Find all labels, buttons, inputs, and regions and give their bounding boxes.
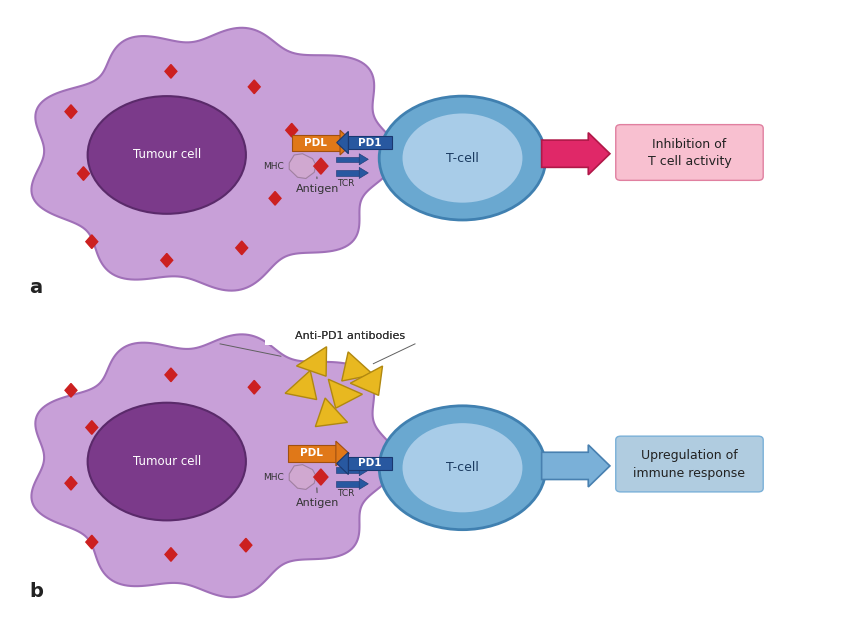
Text: Antigen: Antigen xyxy=(296,488,339,508)
Polygon shape xyxy=(360,465,368,476)
Text: Inhibition of: Inhibition of xyxy=(652,138,727,151)
Polygon shape xyxy=(235,241,247,255)
Circle shape xyxy=(379,96,546,220)
Polygon shape xyxy=(314,469,328,485)
Polygon shape xyxy=(165,64,177,78)
Polygon shape xyxy=(337,131,348,154)
FancyBboxPatch shape xyxy=(615,125,763,180)
Bar xyxy=(336,170,360,176)
Bar xyxy=(287,446,336,461)
Polygon shape xyxy=(86,421,98,434)
Polygon shape xyxy=(350,366,382,396)
FancyBboxPatch shape xyxy=(265,327,435,345)
Polygon shape xyxy=(161,253,173,267)
Bar xyxy=(336,157,360,162)
Polygon shape xyxy=(65,105,77,118)
Polygon shape xyxy=(65,477,77,490)
Bar xyxy=(348,136,392,149)
Polygon shape xyxy=(86,535,98,549)
Text: Tumour cell: Tumour cell xyxy=(133,149,201,161)
Text: MHC: MHC xyxy=(264,473,284,482)
Bar xyxy=(348,456,392,470)
Polygon shape xyxy=(360,154,368,165)
FancyArrow shape xyxy=(541,133,610,175)
Text: a: a xyxy=(29,279,42,298)
Polygon shape xyxy=(31,28,399,291)
Text: TCR: TCR xyxy=(337,489,355,499)
Polygon shape xyxy=(248,380,260,394)
Circle shape xyxy=(88,96,246,214)
Polygon shape xyxy=(285,370,317,399)
Text: Anti-PD1 antibodies: Anti-PD1 antibodies xyxy=(295,331,405,341)
Text: PDL: PDL xyxy=(304,138,327,148)
Polygon shape xyxy=(337,453,348,475)
Text: PDL: PDL xyxy=(300,449,323,458)
Text: PD1: PD1 xyxy=(358,458,382,468)
Polygon shape xyxy=(342,352,373,381)
Polygon shape xyxy=(289,465,316,489)
Polygon shape xyxy=(360,478,368,489)
Text: Antigen: Antigen xyxy=(296,177,339,194)
Polygon shape xyxy=(77,167,89,180)
Text: MHC: MHC xyxy=(264,162,284,171)
Circle shape xyxy=(88,403,246,520)
Circle shape xyxy=(379,406,546,530)
Text: Tumour cell: Tumour cell xyxy=(133,455,201,468)
Text: b: b xyxy=(29,582,43,601)
Polygon shape xyxy=(286,123,298,137)
Polygon shape xyxy=(269,191,281,205)
Circle shape xyxy=(403,423,523,513)
Text: immune response: immune response xyxy=(633,467,745,480)
Text: PD1: PD1 xyxy=(358,138,382,148)
Polygon shape xyxy=(248,80,260,94)
Polygon shape xyxy=(314,158,328,174)
FancyArrow shape xyxy=(541,445,610,487)
Polygon shape xyxy=(65,384,77,397)
Polygon shape xyxy=(165,368,177,382)
Polygon shape xyxy=(328,379,362,408)
Polygon shape xyxy=(240,538,252,552)
Polygon shape xyxy=(86,235,98,248)
Polygon shape xyxy=(340,130,354,155)
Polygon shape xyxy=(31,334,399,597)
Text: Anti-PD1 antibodies: Anti-PD1 antibodies xyxy=(295,331,405,341)
Text: T cell activity: T cell activity xyxy=(648,155,731,168)
Polygon shape xyxy=(360,167,368,178)
Text: Upregulation of: Upregulation of xyxy=(641,449,738,463)
FancyBboxPatch shape xyxy=(615,436,763,492)
Bar xyxy=(336,468,360,473)
Polygon shape xyxy=(315,398,348,427)
Text: TCR: TCR xyxy=(337,178,355,188)
Polygon shape xyxy=(165,548,177,561)
Text: T-cell: T-cell xyxy=(446,152,479,164)
Polygon shape xyxy=(289,154,316,178)
Text: T-cell: T-cell xyxy=(446,461,479,474)
Circle shape xyxy=(403,114,523,203)
Polygon shape xyxy=(336,441,349,466)
Bar xyxy=(292,135,340,150)
Bar xyxy=(336,481,360,487)
Polygon shape xyxy=(297,347,326,376)
